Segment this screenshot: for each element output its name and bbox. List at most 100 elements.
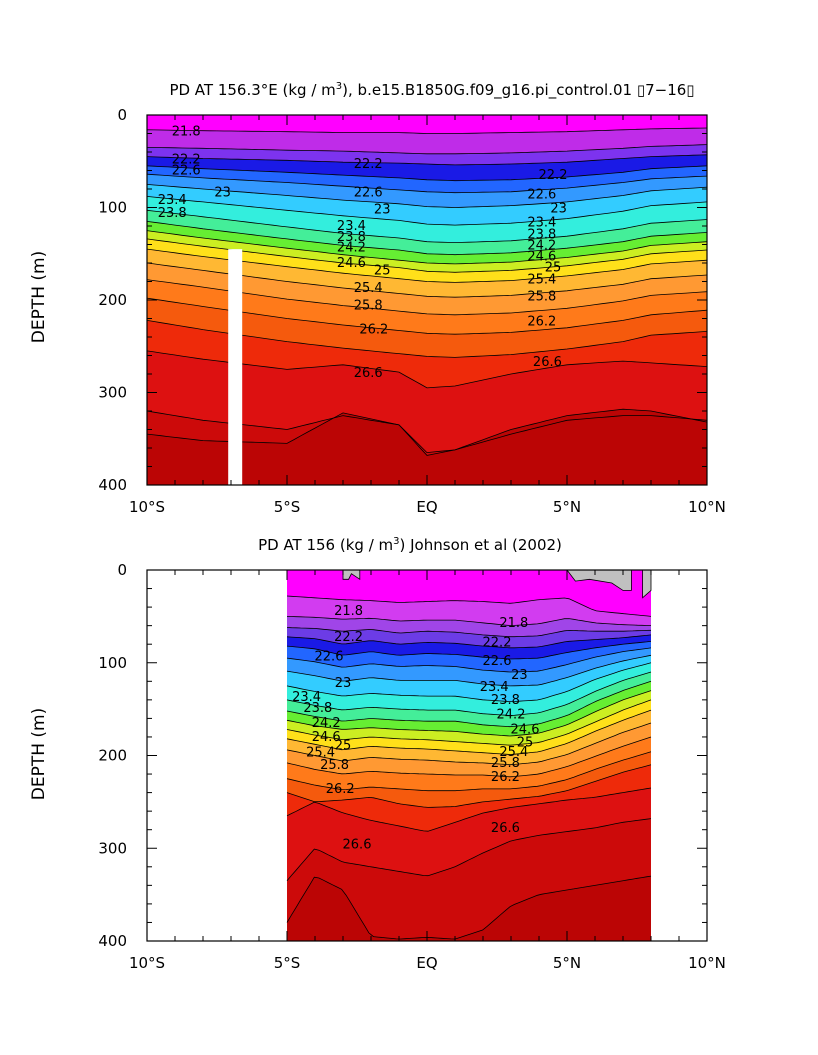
contour-line (286, 787, 652, 832)
contour-line (286, 634, 652, 649)
contour-line (286, 690, 652, 737)
x-tick-label: EQ (416, 954, 437, 972)
contour-label: 22.2 (539, 168, 568, 183)
contour-line (146, 196, 708, 226)
contour-label: 24.6 (337, 256, 366, 271)
contour-label: 25.4 (354, 281, 383, 296)
y-tick-label: 300 (98, 839, 127, 857)
contour-label: 26.2 (527, 314, 556, 329)
top-contour-labels: 21.822.222.62323.423.822.222.62323.423.8… (158, 125, 568, 381)
contour-line (286, 671, 652, 716)
contour-line (146, 154, 708, 166)
contour-label: 22.6 (172, 164, 201, 179)
contour-label: 24.2 (312, 716, 341, 731)
contour-label: 26.6 (354, 366, 383, 381)
contour-label: 23.8 (491, 693, 520, 708)
contour-label: 23.8 (337, 230, 366, 245)
contour-label: 22.2 (354, 157, 383, 172)
contour-label: 23.4 (527, 215, 556, 230)
contour-label: 24.2 (527, 238, 556, 253)
contour-label: 23.4 (292, 690, 321, 705)
contour-label: 23 (335, 676, 352, 691)
contour-label: 25 (517, 736, 534, 751)
top-panel-title: PD AT 156.3°E (kg / m3), b.e15.B1850G.f0… (169, 81, 694, 100)
contour-line (286, 680, 652, 728)
contour-line (286, 662, 652, 703)
contour-label: 23 (214, 186, 231, 201)
density-band (147, 409, 707, 485)
contour-line (286, 647, 652, 673)
density-band (287, 876, 651, 941)
contour-label: 23 (550, 201, 567, 216)
contour-line (146, 230, 708, 265)
contour-label: 23.4 (158, 193, 187, 208)
contour-label: 25 (335, 738, 352, 753)
x-tick-label: 5°N (553, 954, 581, 972)
contour-line (146, 144, 708, 155)
contour-label: 25.8 (320, 758, 349, 773)
contour-label: 21.8 (499, 616, 528, 631)
contour-line (286, 595, 652, 617)
contour-label: 22.6 (483, 654, 512, 669)
y-tick-label: 200 (98, 291, 127, 309)
y-tick-label: 100 (98, 654, 127, 672)
contour-line (286, 751, 652, 792)
top-y-axis-label: DEPTH (m) (29, 251, 49, 343)
y-tick-label: 200 (98, 747, 127, 765)
contour-label: 23 (511, 668, 528, 683)
contour-line (286, 699, 652, 746)
contour-line (286, 764, 652, 808)
contour-label: 26.2 (359, 323, 388, 338)
contour-label: 23.4 (480, 680, 509, 695)
contour-label: 26.2 (326, 782, 355, 797)
contour-label: 23.8 (527, 227, 556, 242)
contour-label: 22.2 (483, 635, 512, 650)
bottom-panel-title: PD AT 156 (kg / m3) Johnson et al (2002) (258, 536, 562, 554)
x-tick-label: 5°N (553, 498, 581, 516)
x-tick-label: 5°S (274, 498, 301, 516)
contour-label: 25.8 (491, 756, 520, 771)
contour-label: 25.4 (499, 745, 528, 760)
contour-line (286, 818, 652, 881)
bottom-y-axis-label: DEPTH (m) (29, 708, 49, 800)
y-tick-label: 0 (117, 561, 127, 579)
contour-line (146, 173, 708, 194)
contour-label: 23 (374, 202, 391, 217)
contour-label: 21.8 (334, 604, 363, 619)
contour-label: 26.2 (491, 770, 520, 785)
contour-label: 26.6 (491, 821, 520, 836)
bottom-contour-labels: 21.822.222.62323.423.824.224.62525.425.8… (292, 604, 539, 853)
contour-label: 21.8 (172, 125, 201, 140)
x-tick-label: 10°S (129, 954, 165, 972)
bottom-panel: PD AT 156 (kg / m3) Johnson et al (2002)… (29, 536, 726, 972)
contour-line (286, 722, 652, 766)
contour-label: 22.6 (315, 649, 344, 664)
contour-line (286, 641, 652, 660)
contour-label: 24.6 (312, 730, 341, 745)
contour-line (286, 736, 652, 778)
contour-label: 23.8 (303, 701, 332, 716)
contour-label: 24.2 (337, 240, 366, 255)
missing-data-column (228, 249, 243, 485)
x-tick-label: EQ (416, 498, 437, 516)
contour-label: 26.6 (533, 355, 562, 370)
contour-line (146, 209, 708, 244)
contour-label: 25.4 (527, 273, 556, 288)
top-panel: PD AT 156.3°E (kg / m3), b.e15.B1850G.f0… (29, 81, 726, 516)
contour-label: 24.6 (511, 723, 540, 738)
contour-label: 25 (374, 263, 391, 278)
bottom-plot-area (286, 569, 652, 941)
top-plot-area (146, 115, 708, 486)
contour-label: 25 (545, 261, 562, 276)
contour-line (286, 616, 652, 626)
contour-label: 24.2 (497, 708, 526, 723)
y-tick-label: 400 (98, 932, 127, 950)
contour-label: 25.4 (306, 746, 335, 761)
bottom-axes: 10°S 5°S EQ 5°N 10°N 0 100 200 300 400 (98, 561, 726, 972)
contour-line (146, 184, 708, 208)
contour-label: 25.8 (527, 289, 556, 304)
contour-line (286, 709, 652, 755)
x-tick-label: 10°N (688, 498, 726, 516)
contour-label: 22.6 (354, 186, 383, 201)
contour-line (146, 127, 708, 134)
